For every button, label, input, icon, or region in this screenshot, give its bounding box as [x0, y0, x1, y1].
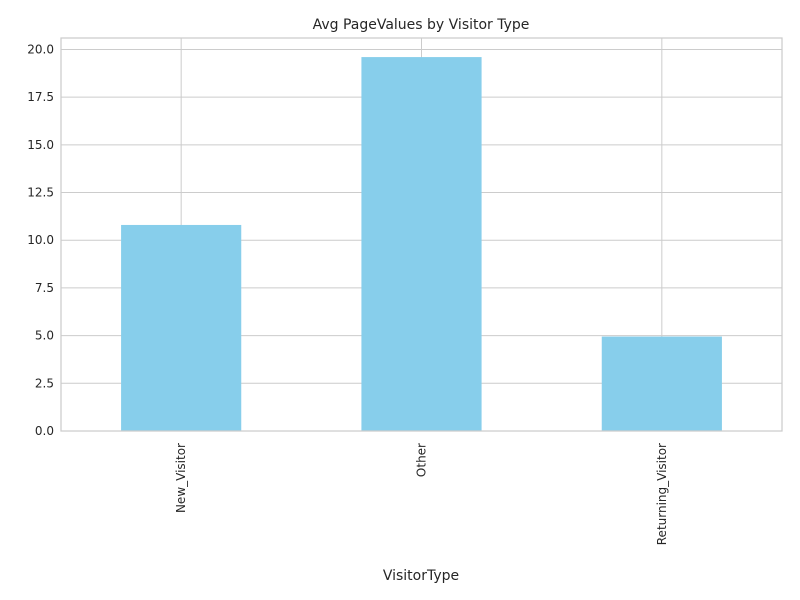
bar-returning-visitor	[601, 336, 722, 431]
x-axis-label: VisitorType	[383, 568, 459, 584]
x-tick-label: Other	[415, 443, 429, 477]
axis-layer	[60, 37, 783, 432]
bar-new-visitor	[121, 224, 242, 431]
x-tick-label: Returning_Visitor	[655, 443, 669, 545]
y-tick-label: 17.5	[27, 90, 54, 104]
bars-layer	[121, 57, 722, 432]
chart-title: Avg PageValues by Visitor Type	[313, 17, 530, 33]
labels-layer: 0.0 2.5 5.0 7.5 10.0 12.5 15.0 17.5 20.0 New_Visi…	[27, 42, 669, 545]
plot-frame	[60, 37, 783, 432]
y-tick-label: 2.5	[35, 376, 54, 390]
y-tick-label: 10.0	[27, 233, 54, 247]
y-tick-label: 7.5	[35, 281, 54, 295]
y-tick-label: 20.0	[27, 42, 54, 56]
y-tick-label: 0.0	[35, 424, 54, 438]
bar-other	[361, 57, 482, 432]
x-tick-label: New_Visitor	[174, 443, 188, 513]
y-tick-label: 12.5	[27, 186, 54, 200]
y-tick-label: 5.0	[35, 329, 54, 343]
y-tick-label: 15.0	[27, 138, 54, 152]
